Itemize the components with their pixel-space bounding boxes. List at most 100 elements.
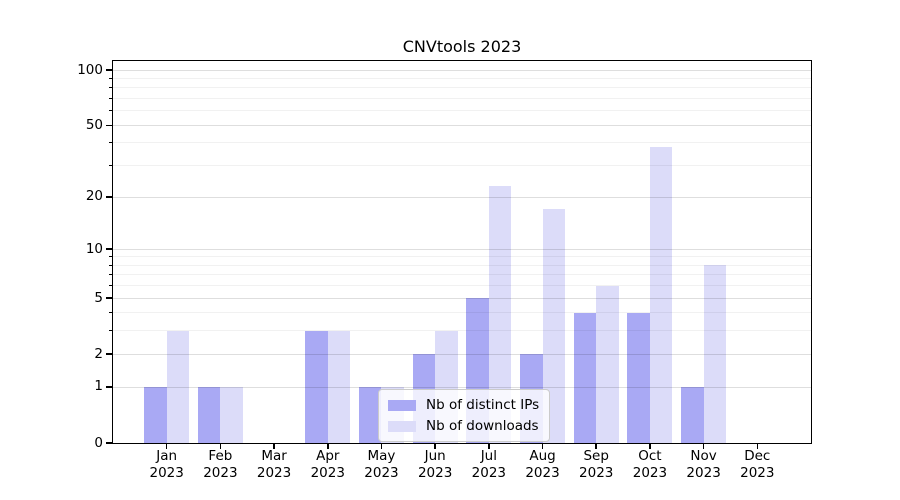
y-tick-label: 50 — [85, 116, 103, 133]
bar-downloads — [542, 209, 566, 443]
minor-gridline — [113, 78, 811, 79]
y-major-tick — [106, 196, 113, 198]
x-tick-year: 2023 — [364, 465, 399, 481]
major-gridline — [113, 196, 811, 198]
y-tick-label: 0 — [94, 434, 103, 451]
bar-distinct-ips — [305, 330, 328, 443]
minor-gridline — [113, 330, 811, 332]
minor-gridline — [113, 256, 811, 258]
x-tick-label: Jun 2023 — [403, 448, 467, 482]
y-major-tick — [106, 442, 113, 444]
legend-item-downloads: Nb of downloads — [388, 418, 539, 434]
major-gridline — [113, 124, 811, 126]
plot-area: Nb of distinct IPs Nb of downloads — [112, 60, 812, 444]
x-tick-month: Apr — [316, 448, 340, 464]
legend-swatch-downloads — [388, 420, 416, 432]
x-tick-label: Jan 2023 — [135, 448, 199, 482]
x-tick-month: Jul — [480, 448, 497, 464]
y-tick-label: 100 — [77, 61, 103, 78]
x-tick-year: 2023 — [149, 465, 184, 481]
x-tick-label: Jul 2023 — [457, 448, 521, 482]
x-tick — [165, 443, 168, 449]
x-tick-label: Aug 2023 — [511, 448, 575, 482]
y-major-tick — [106, 386, 113, 388]
minor-gridline — [113, 285, 811, 287]
x-tick-year: 2023 — [740, 465, 775, 481]
y-minor-tick — [109, 312, 113, 314]
bar-downloads — [703, 265, 727, 443]
chart-title: CNVtools 2023 — [402, 37, 522, 56]
x-tick-month: Sep — [583, 448, 609, 464]
bar-distinct-ips — [358, 387, 382, 443]
y-minor-tick — [109, 256, 113, 258]
y-major-tick — [106, 297, 113, 299]
x-tick — [380, 443, 383, 449]
bar-downloads — [649, 146, 673, 443]
x-tick-year: 2023 — [203, 465, 238, 481]
x-tick — [273, 443, 275, 449]
y-tick-label: 2 — [94, 345, 103, 362]
y-minor-tick — [109, 264, 113, 266]
x-tick — [756, 443, 759, 449]
x-tick-month: Aug — [529, 448, 556, 464]
y-minor-tick — [109, 110, 113, 112]
x-tick-year: 2023 — [525, 465, 560, 481]
major-gridline — [113, 248, 811, 250]
x-tick — [488, 443, 490, 449]
major-gridline — [113, 353, 811, 355]
y-major-tick — [106, 69, 113, 71]
x-tick-label: Dec 2023 — [725, 448, 789, 482]
x-tick-year: 2023 — [471, 465, 507, 481]
minor-gridline — [113, 87, 811, 89]
x-tick-month: May — [367, 448, 396, 464]
x-tick-label: Apr 2023 — [296, 448, 360, 482]
bar-downloads — [327, 330, 351, 443]
y-tick-label: 1 — [94, 378, 103, 395]
bar-downloads — [220, 387, 243, 443]
x-tick-month: Dec — [744, 448, 771, 464]
legend-label-downloads: Nb of downloads — [426, 418, 539, 434]
x-tick-year: 2023 — [256, 465, 292, 481]
x-tick — [702, 443, 705, 449]
x-tick-label: May 2023 — [349, 448, 413, 482]
legend-item-distinct-ips: Nb of distinct IPs — [388, 397, 539, 413]
legend-label-distinct-ips: Nb of distinct IPs — [426, 397, 540, 413]
bar-distinct-ips — [627, 312, 650, 443]
bar-distinct-ips — [197, 387, 221, 443]
y-major-tick — [106, 353, 113, 355]
x-tick — [434, 443, 436, 449]
major-gridline — [113, 69, 811, 71]
x-tick-month: Oct — [638, 448, 662, 464]
bar-distinct-ips — [681, 387, 704, 443]
x-tick-month: Feb — [208, 448, 233, 464]
x-tick-label: Nov 2023 — [672, 448, 736, 482]
plot-frame — [112, 60, 812, 444]
legend-swatch-distinct-ips — [388, 399, 416, 411]
minor-gridline — [113, 165, 811, 167]
x-tick — [541, 443, 544, 449]
bar-distinct-ips — [573, 312, 597, 443]
bar-downloads — [596, 285, 619, 443]
y-tick-label: 20 — [85, 188, 103, 205]
minor-gridline — [113, 142, 811, 144]
x-tick-year: 2023 — [686, 465, 721, 481]
x-tick-year: 2023 — [579, 465, 614, 481]
x-tick-label: Feb 2023 — [188, 448, 252, 482]
y-minor-tick — [109, 142, 113, 144]
legend: Nb of distinct IPs Nb of downloads — [378, 389, 551, 442]
y-minor-tick — [109, 274, 113, 276]
y-minor-tick — [109, 165, 113, 166]
x-tick — [219, 443, 222, 449]
y-minor-tick — [109, 98, 113, 100]
y-tick-label: 5 — [94, 289, 103, 306]
major-gridline — [113, 297, 811, 299]
x-tick-label: Oct 2023 — [618, 448, 682, 482]
x-tick-month: Jan — [156, 448, 178, 464]
bar-distinct-ips — [144, 387, 167, 443]
y-minor-tick — [109, 77, 113, 79]
x-tick-label: Sep 2023 — [564, 448, 628, 482]
minor-gridline — [113, 264, 811, 266]
minor-gridline — [113, 98, 811, 100]
x-tick-year: 2023 — [310, 465, 345, 481]
